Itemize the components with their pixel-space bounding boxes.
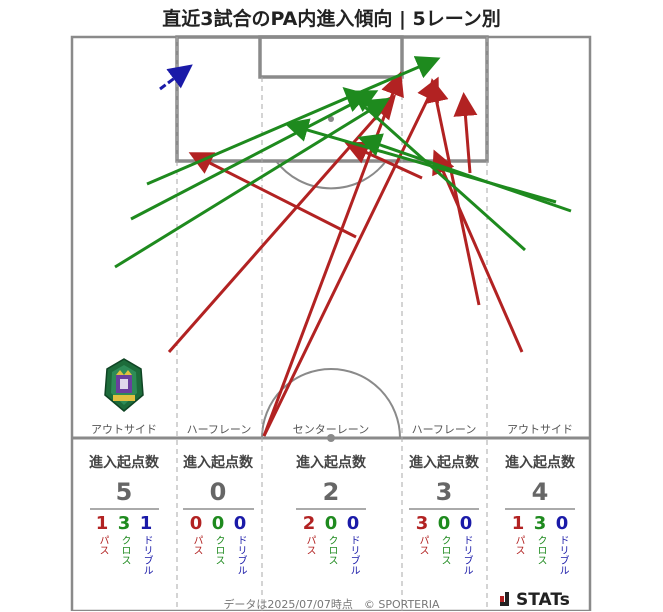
lane-label: アウトサイド — [91, 423, 157, 436]
lane-stats: 進入起点数 0 0 パス 0 クロス 0 ドリブル — [168, 452, 268, 575]
dribble-stat: 0 ドリブル — [233, 513, 247, 576]
lane-stats: 進入起点数 4 1 パス 3 クロス 0 ドリブル — [490, 452, 590, 575]
stats-logo-icon — [500, 591, 512, 606]
dribble-stat: 0 ドリブル — [346, 513, 360, 576]
penalty-arc — [275, 160, 387, 190]
type-breakdown: 1 パス 3 クロス 0 ドリブル — [490, 513, 590, 576]
cross-arrow — [130, 90, 379, 221]
pass-arrow — [424, 78, 481, 306]
dribble-stat: 0 ドリブル — [555, 513, 569, 576]
dribble-stat: 1 ドリブル — [139, 513, 153, 576]
lane-label: ハーフレーン — [411, 423, 477, 436]
dribble-arrow — [159, 64, 193, 91]
cross-stat: 0 クロス — [211, 513, 225, 566]
pass-stat: 1 パス — [95, 513, 109, 556]
cross-stat: 0 クロス — [324, 513, 338, 566]
type-breakdown: 2 パス 0 クロス 0 ドリブル — [281, 513, 381, 576]
center-spot — [327, 434, 335, 442]
lane-stats: 進入起点数 2 2 パス 0 クロス 0 ドリブル — [281, 452, 381, 575]
cross-arrow — [342, 87, 526, 252]
pass-stat: 1 パス — [511, 513, 525, 556]
entry-count: 3 — [435, 478, 453, 506]
pass-arrow — [167, 94, 396, 353]
arrows-layer — [114, 56, 572, 437]
pass-arrow — [453, 92, 478, 174]
stat-heading: 進入起点数 — [183, 455, 253, 471]
type-breakdown: 0 パス 0 クロス 0 ドリブル — [168, 513, 268, 576]
dribble-stat: 0 ドリブル — [459, 513, 473, 576]
cross-stat: 3 クロス — [533, 513, 547, 566]
pass-arrow — [262, 71, 404, 437]
pass-stat: 3 パス — [415, 513, 429, 556]
cross-arrow — [357, 133, 572, 213]
entry-count: 4 — [531, 478, 549, 506]
pass-stat: 0 パス — [189, 513, 203, 556]
stat-heading: 進入起点数 — [505, 455, 575, 471]
pass-arrow — [188, 152, 357, 239]
lane-label: センターレーン — [292, 423, 370, 436]
pass-arrow — [262, 76, 439, 437]
penalty-area — [175, 35, 489, 163]
entry-count: 2 — [322, 478, 340, 506]
page-title: 直近3試合のPA内進入傾向 | 5レーン別 — [162, 8, 501, 30]
lane-stats: 進入起点数 5 1 パス 3 クロス 1 ドリブル — [74, 452, 174, 575]
footer-note: データは2025/07/07時点 © SPORTERIA — [223, 598, 440, 611]
cross-stat: 3 クロス — [117, 513, 131, 566]
cross-stat: 0 クロス — [437, 513, 451, 566]
cross-arrow — [114, 97, 391, 269]
stat-heading: 進入起点数 — [296, 455, 366, 471]
lane-stats: 進入起点数 3 3 パス 0 クロス 0 ドリブル — [394, 452, 494, 575]
lane-label: ハーフレーン — [186, 423, 252, 436]
brand-logo: STATs — [500, 590, 570, 610]
lane-label: アウトサイド — [507, 423, 573, 436]
penalty-spot — [328, 116, 334, 122]
center-circle — [261, 368, 401, 439]
entry-count: 5 — [115, 478, 133, 506]
team-crest-icon — [104, 358, 144, 412]
stat-heading: 進入起点数 — [409, 455, 479, 471]
goal-area — [258, 35, 404, 79]
type-breakdown: 1 パス 3 クロス 1 ドリブル — [74, 513, 174, 576]
pass-stat: 2 パス — [302, 513, 316, 556]
stat-heading: 進入起点数 — [89, 455, 159, 471]
type-breakdown: 3 パス 0 クロス 0 ドリブル — [394, 513, 494, 576]
entry-count: 0 — [209, 478, 227, 506]
brand-name: STATs — [516, 590, 570, 610]
pass-arrow — [432, 149, 524, 353]
